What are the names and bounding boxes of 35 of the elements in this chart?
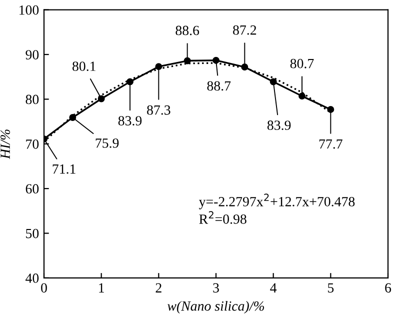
x-tick-label: 6 [385,283,392,293]
point [98,95,105,102]
y-tick-label: 80 [26,94,39,104]
y-axis-title: HI/% [0,130,10,160]
data-label: 87.3 [147,105,170,115]
y-tick-label: 40 [26,274,39,283]
data-label: 80.7 [290,58,314,68]
x-axis-title: w(Nano silica)/% [168,300,264,314]
y-tick-label: 100 [20,5,39,15]
annotation: y=-2.2797x$^{2}$+12.7x+70.478 [198,194,355,210]
y-tick-label: 90 [26,50,39,60]
data-label: 83.9 [267,120,291,130]
point [184,57,191,64]
data-label: 71.1 [52,164,76,174]
point [212,56,220,64]
x-tick-label: 5 [328,283,334,293]
x-tick-label: 0 [41,283,47,293]
data-label: 75.9 [96,138,119,148]
y-tick-label: 50 [26,228,39,238]
y-tick-label: 60 [26,184,39,194]
data-label: 80.1 [72,62,96,71]
data-label: 77.7 [319,139,342,149]
data-label: 88.7 [207,81,231,91]
point [155,63,162,70]
annotation: R$^{2}$=0.98 [199,211,246,224]
x-tick-label: 2 [156,283,162,292]
data-label: 83.9 [118,116,142,126]
x-tick-label: 4 [270,283,277,292]
y-tick-label: 70 [26,139,39,149]
point [298,92,306,100]
x-tick-label: 1 [99,283,104,292]
data-label: 88.6 [176,26,200,36]
data-label: 87.2 [233,25,256,35]
point [270,78,277,86]
x-tick-label: 3 [213,283,219,293]
